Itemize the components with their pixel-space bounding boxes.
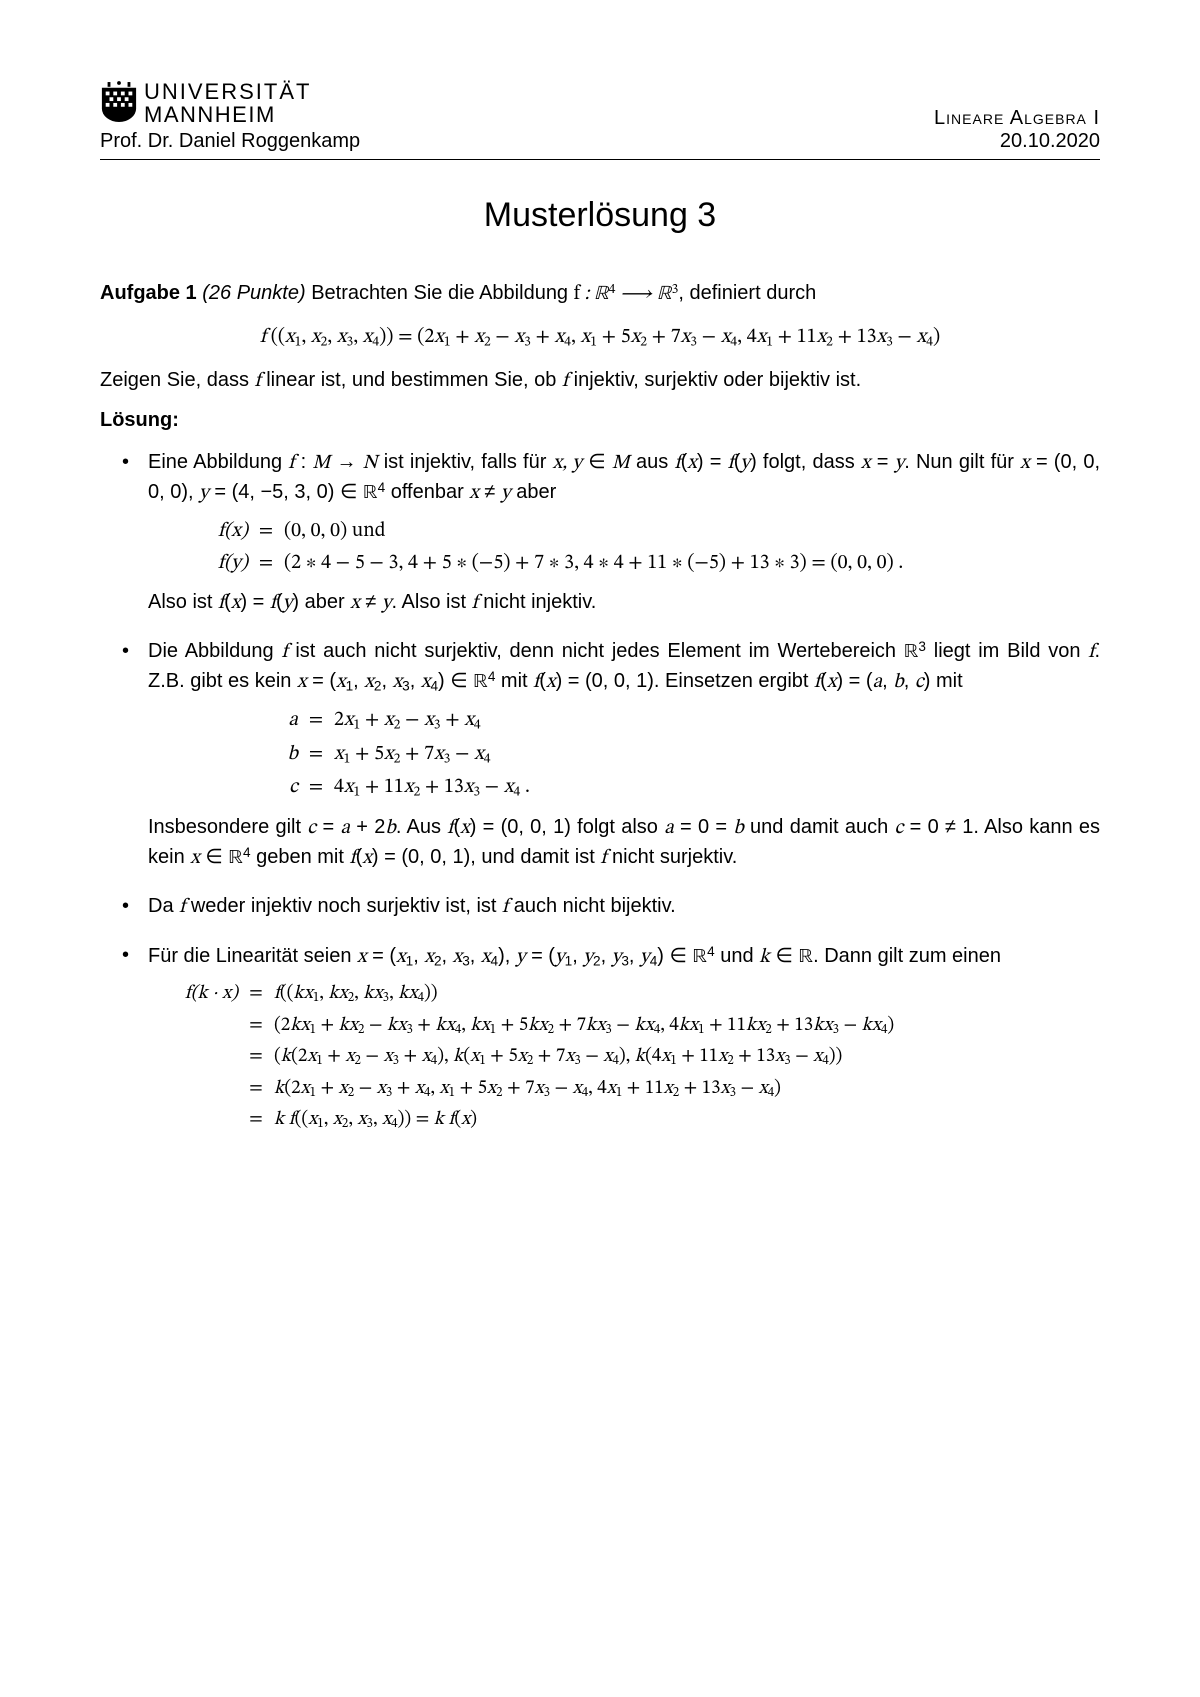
header-right: Lineare Algebra I 20.10.2020 bbox=[934, 107, 1100, 153]
eq-lhs: f(y) bbox=[188, 549, 248, 577]
eq-rhs: 2x1 + x2 − x3 + x4 bbox=[334, 706, 481, 736]
page-header: UNIVERSITÄT MANNHEIM Prof. Dr. Daniel Ro… bbox=[100, 80, 1100, 160]
eq-row: = k f((x1, x2, x3, x4)) = k f(x) bbox=[148, 1107, 1100, 1135]
eq-rhs: f((kx1, kx2, kx3, kx4)) bbox=[274, 981, 438, 1009]
bullet-injective: Eine Abbildung f : M → N ist injektiv, f… bbox=[148, 448, 1100, 617]
content: Aufgabe 1 (26 Punkte) Betrachten Sie die… bbox=[100, 279, 1100, 1135]
solution-list: Eine Abbildung f : M → N ist injektiv, f… bbox=[100, 448, 1100, 1135]
b1-conclusion: Also ist f(x) = f(y) aber x ≠ y. Also is… bbox=[148, 588, 1100, 617]
exercise-intro: Aufgabe 1 (26 Punkte) Betrachten Sie die… bbox=[100, 279, 1100, 308]
eq-row: c = 4x1 + 11x2 + 13x3 − x4 . bbox=[238, 773, 1100, 803]
header-left: UNIVERSITÄT MANNHEIM Prof. Dr. Daniel Ro… bbox=[100, 80, 360, 153]
eq-sign: = bbox=[238, 1076, 274, 1103]
exercise-map: f : ℝ4 ⟶ ℝ3 bbox=[574, 284, 679, 304]
bullet-bijective: Da f weder injektiv noch surjektiv ist, … bbox=[148, 892, 1100, 921]
eq-sign: = bbox=[298, 740, 334, 768]
eq-rhs: (k(2x1 + x2 − x3 + x4), k(x1 + 5x2 + 7x3… bbox=[274, 1044, 842, 1072]
eq-lhs: f(k · x) bbox=[148, 981, 238, 1008]
eq-row: a = 2x1 + x2 − x3 + x4 bbox=[238, 706, 1100, 736]
b1-equations: f(x) = (0, 0, 0) und f(y) = (2 ∗ 4 − 5 −… bbox=[188, 517, 1100, 578]
eq-sign: = bbox=[298, 706, 334, 734]
course-title: Lineare Algebra I bbox=[934, 107, 1100, 130]
eq-lhs: c bbox=[238, 773, 298, 801]
exercise-text-a: Betrachten Sie die Abbildung bbox=[311, 282, 573, 304]
b4-equations: f(k · x) = f((kx1, kx2, kx3, kx4)) = (2k… bbox=[148, 981, 1100, 1135]
eq-sign: = bbox=[238, 1107, 274, 1134]
solution-label: Lösung: bbox=[100, 406, 1100, 434]
eq-sign: = bbox=[248, 517, 284, 545]
eq-rhs: k(2x1 + x2 − x3 + x4, x1 + 5x2 + 7x3 − x… bbox=[274, 1076, 781, 1104]
eq-rhs: x1 + 5x2 + 7x3 − x4 bbox=[334, 740, 491, 770]
bullet-surjective: Die Abbildung f ist auch nicht surjektiv… bbox=[148, 637, 1100, 872]
university-block: UNIVERSITÄT MANNHEIM bbox=[100, 80, 360, 126]
b2-text: Die Abbildung f ist auch nicht surjektiv… bbox=[148, 640, 1100, 692]
bullet-linear: Für die Linearität seien x = (x1, x2, x3… bbox=[148, 941, 1100, 1134]
function-definition: f ((x1, x2, x3, x4)) = (2x1 + x2 − x3 + … bbox=[100, 323, 1100, 353]
university-name-line2: MANNHEIM bbox=[144, 103, 311, 126]
eq-rhs: 4x1 + 11x2 + 13x3 − x4 . bbox=[334, 773, 530, 803]
eq-row: = (2kx1 + kx2 − kx3 + kx4, kx1 + 5kx2 + … bbox=[148, 1013, 1100, 1041]
eq-sign: = bbox=[238, 1044, 274, 1071]
eq-row: f(x) = (0, 0, 0) und bbox=[188, 517, 1100, 545]
eq-row: = k(2x1 + x2 − x3 + x4, x1 + 5x2 + 7x3 −… bbox=[148, 1076, 1100, 1104]
exercise-text-b: , definiert durch bbox=[678, 282, 816, 304]
university-crest-icon bbox=[100, 80, 138, 124]
eq-lhs: b bbox=[238, 740, 298, 768]
exercise-points: (26 Punkte) bbox=[202, 282, 305, 304]
eq-rhs: (2kx1 + kx2 − kx3 + kx4, kx1 + 5kx2 + 7k… bbox=[274, 1013, 894, 1041]
eq-rhs: (0, 0, 0) und bbox=[284, 517, 386, 545]
eq-sign: = bbox=[238, 1013, 274, 1040]
eq-sign: = bbox=[238, 981, 274, 1008]
eq-row: b = x1 + 5x2 + 7x3 − x4 bbox=[238, 740, 1100, 770]
b2-equations: a = 2x1 + x2 − x3 + x4 b = x1 + 5x2 + 7x… bbox=[238, 706, 1100, 803]
exercise-label: Aufgabe 1 bbox=[100, 282, 197, 304]
eq-row: f(k · x) = f((kx1, kx2, kx3, kx4)) bbox=[148, 981, 1100, 1009]
eq-rhs: k f((x1, x2, x3, x4)) = k f(x) bbox=[274, 1107, 477, 1135]
university-name-line1: UNIVERSITÄT bbox=[144, 80, 311, 103]
b2-conclusion: Insbesondere gilt c = a + 2b. Aus f(x) =… bbox=[148, 813, 1100, 872]
eq-row: = (k(2x1 + x2 − x3 + x4), k(x1 + 5x2 + 7… bbox=[148, 1044, 1100, 1072]
eq-row: f(y) = (2 ∗ 4 − 5 − 3, 4 + 5 ∗ (−5) + 7 … bbox=[188, 549, 1100, 577]
professor-name: Prof. Dr. Daniel Roggenkamp bbox=[100, 130, 360, 153]
eq-lhs: f(x) bbox=[188, 517, 248, 545]
eq-sign: = bbox=[298, 773, 334, 801]
eq-rhs: (2 ∗ 4 − 5 − 3, 4 + 5 ∗ (−5) + 7 ∗ 3, 4 … bbox=[284, 549, 903, 577]
eq-sign: = bbox=[248, 549, 284, 577]
eq-lhs: a bbox=[238, 706, 298, 734]
university-name: UNIVERSITÄT MANNHEIM bbox=[144, 80, 311, 126]
exercise-task: Zeigen Sie, dass f linear ist, und besti… bbox=[100, 366, 1100, 395]
b1-text: Eine Abbildung f : M → N ist injektiv, f… bbox=[148, 451, 1100, 503]
b4-text: Für die Linearität seien x = (x1, x2, x3… bbox=[148, 945, 1001, 967]
page: UNIVERSITÄT MANNHEIM Prof. Dr. Daniel Ro… bbox=[0, 0, 1200, 1697]
document-date: 20.10.2020 bbox=[934, 130, 1100, 153]
page-title: Musterlösung 3 bbox=[100, 196, 1100, 235]
